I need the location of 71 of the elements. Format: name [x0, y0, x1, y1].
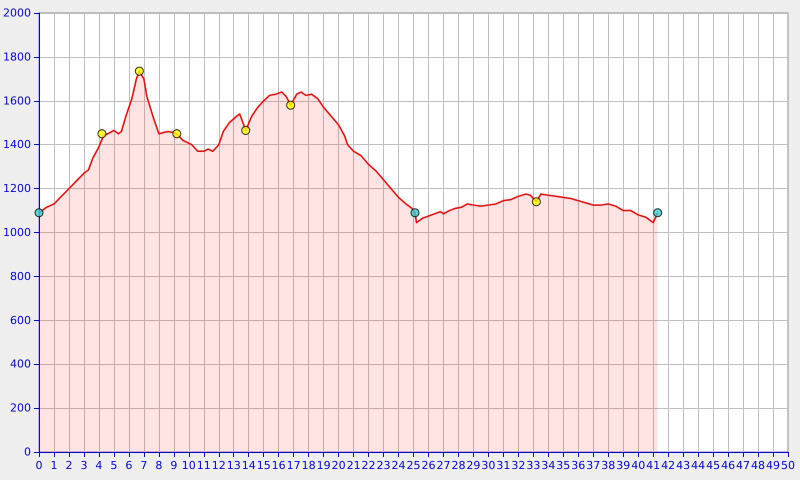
point: [97, 129, 106, 138]
x-tick-label: 1: [50, 459, 58, 472]
x-tick-label: 2: [65, 459, 72, 472]
x-tick-label: 10: [182, 459, 196, 472]
point: [653, 208, 662, 218]
y-tick-label: 200: [10, 402, 31, 415]
x-tick-label: 35: [556, 459, 570, 472]
x-tick-label: 36: [571, 459, 586, 472]
x-tick-label: 3: [80, 459, 88, 472]
x-tick-label: 12: [212, 459, 226, 472]
x-tick-label: 5: [110, 459, 118, 472]
x-tick-label: 37: [586, 459, 600, 472]
x-tick-label: 46: [721, 459, 736, 472]
x-tick-label: 42: [661, 459, 676, 472]
point: [286, 100, 296, 110]
x-tick-label: 44: [691, 459, 706, 472]
y-tick-label: 0: [24, 446, 31, 458]
x-tick-label: 23: [376, 459, 391, 472]
x-tick-label: 28: [451, 459, 466, 472]
x-tick-label: 39: [616, 459, 630, 472]
x-tick-label: 31: [496, 459, 510, 472]
point: [34, 208, 44, 218]
x-tick-label: 22: [362, 459, 376, 472]
x-tick-label: 34: [541, 459, 556, 472]
x-tick-label: 0: [36, 459, 42, 472]
x-tick-label: 33: [526, 459, 540, 472]
y-tick-label: 1800: [3, 50, 31, 64]
x-tick-label: 30: [481, 459, 496, 472]
point: [172, 129, 182, 138]
y-tick-label: 800: [10, 270, 31, 283]
x-tick-label: 6: [125, 459, 132, 472]
x-tick-label: 41: [646, 459, 660, 472]
x-tick-label: 38: [601, 459, 616, 472]
x-tick-label: 45: [706, 459, 720, 472]
x-tick-label: 27: [436, 459, 450, 472]
x-tick-label: 17: [286, 459, 301, 472]
x-tick-label: 48: [751, 459, 766, 472]
x-tick-label: 19: [316, 459, 331, 472]
x-tick-label: 43: [676, 459, 690, 472]
point: [410, 208, 420, 218]
point: [134, 66, 144, 76]
x-tick-label: 26: [421, 459, 436, 472]
x-tick-label: 50: [781, 459, 795, 472]
x-tick-label: 24: [392, 459, 406, 472]
x-tick-label: 49: [766, 459, 780, 472]
x-tick-label: 11: [196, 459, 211, 472]
x-tick-label: 21: [346, 459, 361, 472]
y-tick-label: 1000: [3, 226, 31, 239]
x-tick-label: 18: [302, 459, 316, 472]
y-tick-label: 600: [10, 314, 31, 327]
y-tick-label: 2000: [3, 6, 31, 20]
x-tick-label: 32: [511, 459, 526, 472]
y-tick-label: 1200: [3, 182, 31, 196]
x-tick-label: 29: [466, 459, 480, 472]
x-tick-label: 47: [736, 459, 750, 472]
x-tick-label: 8: [155, 459, 162, 472]
y-tick-label: 1600: [3, 94, 31, 108]
x-tick-label: 14: [242, 459, 256, 472]
x-tick-label: 25: [406, 459, 420, 472]
x-tick-label: 40: [631, 459, 646, 472]
point: [532, 197, 541, 206]
x-tick-label: 15: [256, 459, 271, 472]
y-tick-label: 1400: [3, 138, 31, 152]
point: [241, 126, 250, 135]
x-tick-label: 7: [140, 459, 148, 472]
x-tick-label: 13: [226, 459, 241, 472]
x-tick-label: 4: [95, 459, 102, 472]
x-tick-label: 20: [332, 459, 346, 472]
x-tick-label: 9: [170, 459, 178, 472]
x-tick-label: 16: [272, 459, 286, 472]
y-tick-label: 400: [10, 358, 31, 371]
